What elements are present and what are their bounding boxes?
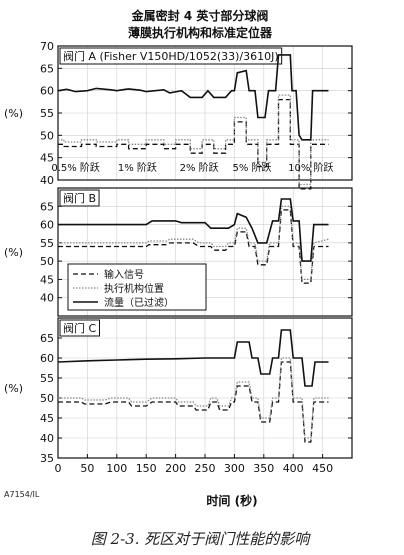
- panel-3-y-tick-label: 40: [40, 432, 54, 445]
- panel-1-step-annotation-5: 10% 阶跃: [288, 161, 333, 174]
- panel-1-label-box: [59, 47, 283, 65]
- panel-3-label-box: [59, 319, 100, 337]
- panel-2-y-tick-label: 50: [40, 255, 54, 268]
- panel-1-y-axis-label: (%): [4, 107, 23, 120]
- figure-code-label: A7154/IL: [4, 490, 40, 499]
- panel-2-series-flow: [58, 198, 329, 262]
- panel-1-label: 阀门 A (Fisher V150HD/1052(33)/3610J): [63, 49, 279, 63]
- x-tick-label: 100: [106, 462, 127, 475]
- x-tick-label: 200: [165, 462, 186, 475]
- panel-3: 35 40 45 50 55 60 65 (%) 阀门 C: [4, 317, 353, 465]
- plot-area: 40 45 50 55 60 65 70 (%) 阀门 A (Fisher V150HD/105…: [4, 40, 353, 475]
- panel-3-series-flow: [57, 329, 329, 387]
- panel-3-y-tick-label: 60: [40, 352, 54, 365]
- panel-3-y-tick-label: 65: [40, 332, 54, 345]
- x-tick-label: 300: [224, 462, 245, 475]
- legend-entry-1: 输入信号: [104, 268, 144, 281]
- panel-3-y-axis-label: (%): [4, 382, 23, 395]
- panel-2-y-tick-label: 60: [40, 219, 54, 232]
- panel-1: 40 45 50 55 60 65 70 (%) 阀门 A (Fisher V150HD/105…: [4, 40, 353, 190]
- panel-1-y-tick-label: 55: [40, 107, 54, 120]
- x-tick-label: 250: [195, 462, 216, 475]
- panel-2-y-tick-label: 40: [40, 292, 54, 305]
- panel-1-y-tick-label: 40: [40, 174, 54, 187]
- x-tick-label: 50: [80, 462, 94, 475]
- x-tick-label: 350: [253, 462, 274, 475]
- panel-2-y-tick-label: 55: [40, 237, 54, 250]
- panel-1-series-flow: [57, 54, 329, 141]
- panel-1-step-annotation-2: 1% 阶跃: [118, 161, 157, 174]
- panel-3-y-tick-label: 50: [40, 392, 54, 405]
- panel-1-y-tick-label: 70: [40, 40, 54, 53]
- panel-1-y-tick-label: 60: [40, 85, 54, 98]
- panel-2-series-input: [58, 209, 329, 284]
- panel-1-y-tick-label: 50: [40, 129, 54, 142]
- x-tick-label: 400: [283, 462, 304, 475]
- legend-entry-3: 流量（已过滤）: [104, 296, 174, 309]
- panel-1-step-annotation-4: 5% 阶跃: [233, 161, 272, 174]
- panel-3-y-tick-label: 45: [40, 412, 54, 425]
- x-tick-label: 0: [55, 462, 62, 475]
- panel-1-series-input: [58, 98, 329, 190]
- panel-2-series-position: [58, 205, 329, 281]
- x-tick-label: 450: [312, 462, 333, 475]
- panel-3-series-position: [58, 357, 329, 439]
- panel-2-y-tick-label: 45: [40, 273, 54, 286]
- title-line-1: 金属密封 4 英寸部分球阀: [131, 8, 269, 23]
- panel-1-step-annotation-1: 0.5% 阶跃: [51, 161, 100, 174]
- figure-caption: 图 2-3. 死区对于阀门性能的影响: [91, 530, 311, 548]
- panel-2-frame: [57, 187, 353, 317]
- panel-2-y-tick-label: 65: [40, 200, 54, 213]
- panel-1-step-annotation-3: 2% 阶跃: [180, 161, 219, 174]
- panel-1-y-tick-label: 65: [40, 62, 54, 75]
- panel-2-y-axis-label: (%): [4, 246, 23, 259]
- panel-2-label: 阀门 B: [63, 191, 96, 205]
- panel-3-label: 阀门 C: [63, 321, 96, 335]
- legend-entry-2: 执行机构位置: [104, 282, 164, 295]
- title-line-2: 薄膜执行机构和标准定位器: [128, 25, 273, 40]
- panel-2-label-box: [59, 189, 100, 207]
- panel-3-y-tick-label: 55: [40, 372, 54, 385]
- x-tick-label: 150: [136, 462, 157, 475]
- panel-3-y-tick-label: 35: [40, 452, 54, 465]
- panel-1-y-tick-label: 45: [40, 152, 54, 165]
- x-axis-label: 时间 (秒): [206, 493, 257, 508]
